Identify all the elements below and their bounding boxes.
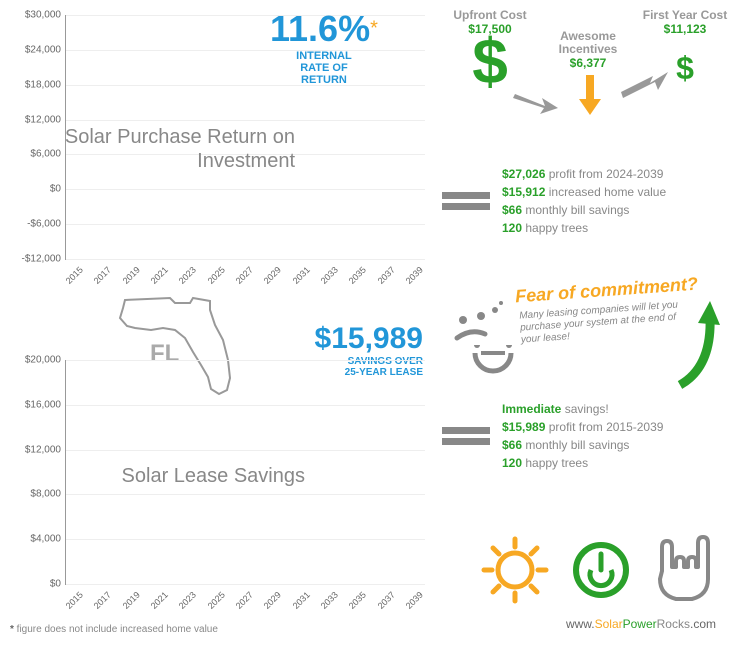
asterisk-icon: * xyxy=(370,18,378,40)
brand-icons xyxy=(480,535,710,605)
irr-callout: 11.6%* INTERNAL RATE OF RETURN xyxy=(270,8,378,86)
lease-savings-chart: $0$4,000$8,000$12,000$16,000$20,000 2015… xyxy=(10,355,430,615)
rock-hand-icon xyxy=(652,535,710,605)
infographic: -$12,000-$6,000$0$6,000$12,000$18,000$24… xyxy=(0,0,736,653)
chart2-title: Solar Lease Savings xyxy=(70,465,305,488)
purchase-summary: $27,026 profit from 2024-2039 $15,912 in… xyxy=(442,165,666,237)
footnote: * figure does not include increased home… xyxy=(10,624,218,635)
arrow-icon xyxy=(510,88,560,118)
happy-face-icon xyxy=(467,345,522,395)
dollar-icon: $ xyxy=(440,36,540,87)
lease-summary: Immediate savings! $15,989 profit from 2… xyxy=(442,400,663,472)
savings-value: $15,989 xyxy=(278,322,423,356)
irr-value: 11.6 xyxy=(270,8,338,49)
arrow-icon xyxy=(618,68,673,103)
cost-flow: Upfront Cost $17,500 $ Awesome Incentive… xyxy=(440,8,730,148)
power-icon xyxy=(570,539,632,601)
arrow-down-icon xyxy=(575,73,605,118)
sun-icon xyxy=(480,535,550,605)
website-url: www.SolarPowerRocks.com xyxy=(566,617,716,631)
curved-arrow-icon xyxy=(670,295,720,390)
chart1-title: Solar Purchase Return on Investment xyxy=(45,125,295,173)
equals-icon xyxy=(442,192,490,210)
equals-icon xyxy=(442,427,490,445)
fear-callout: Fear of commitment? Many leasing compani… xyxy=(445,275,720,385)
